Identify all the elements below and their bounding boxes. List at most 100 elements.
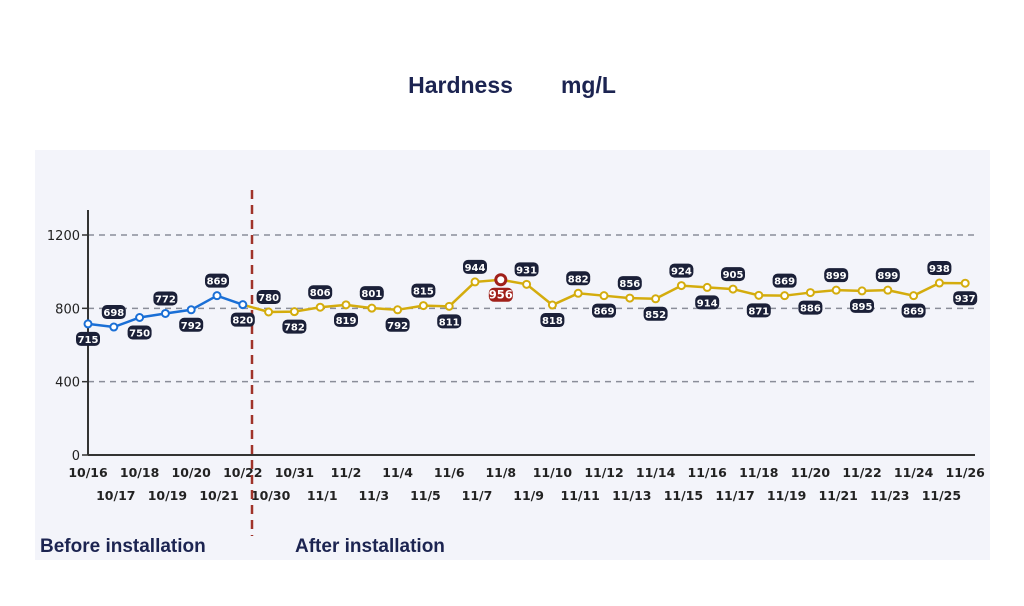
data-label: 869 [774, 277, 795, 288]
data-point [883, 285, 893, 295]
data-label: 905 [723, 270, 744, 281]
x-tick-label: 11/17 [715, 488, 754, 503]
data-point [857, 286, 867, 296]
before-installation-label: Before installation [40, 536, 206, 557]
data-label: 938 [929, 264, 950, 275]
data-label-bg [772, 273, 797, 288]
data-label-bg [592, 303, 616, 318]
data-point [934, 278, 944, 288]
data-label-bg [411, 283, 436, 298]
data-point [754, 290, 764, 300]
unit-text: mg/L [560, 72, 616, 98]
data-label: 871 [748, 306, 769, 317]
data-label-bg [850, 298, 874, 313]
chart-background [35, 150, 990, 560]
data-point [289, 307, 299, 317]
x-tick-label: 11/19 [767, 488, 806, 503]
data-label: 886 [800, 304, 821, 315]
data-label-bg [230, 312, 255, 327]
data-label-bg [205, 273, 229, 288]
data-label: 869 [903, 307, 924, 318]
data-label-bg [127, 325, 152, 340]
data-label: 815 [413, 287, 434, 298]
x-tick-label: 11/18 [739, 465, 778, 480]
data-label: 698 [103, 308, 124, 319]
data-label: 792 [387, 321, 408, 332]
data-label: 811 [439, 317, 460, 328]
x-tick-label: 11/8 [485, 465, 516, 480]
x-tick-label: 11/26 [946, 465, 986, 480]
data-label: 856 [619, 279, 640, 290]
data-label-bg [540, 313, 565, 328]
data-point [676, 281, 686, 291]
data-label: 819 [336, 316, 357, 327]
data-point [186, 305, 196, 315]
data-point [599, 291, 609, 301]
data-label: 820 [232, 316, 253, 327]
data-label-bg [282, 319, 307, 334]
data-label: 715 [78, 335, 99, 346]
data-label: 869 [594, 307, 615, 318]
data-point [160, 308, 170, 318]
data-point [573, 288, 583, 298]
data-label: 914 [697, 298, 718, 309]
x-tick-label: 10/16 [68, 465, 108, 480]
x-tick-label: 11/3 [358, 488, 389, 503]
data-point [135, 313, 145, 322]
data-label-bg [488, 287, 513, 302]
data-point [651, 294, 661, 304]
data-point [960, 278, 970, 288]
data-label-bg [669, 263, 694, 278]
data-label-bg [875, 268, 900, 283]
after-installation-label: After installation [295, 536, 445, 557]
data-label: 899 [826, 271, 847, 282]
data-point [702, 282, 712, 292]
chart-title: Hardness mg/L [0, 72, 1024, 99]
data-label: 818 [542, 316, 563, 327]
data-point [109, 322, 119, 332]
data-label-bg [927, 261, 952, 276]
x-tick-label: 11/21 [819, 488, 858, 503]
x-tick-label: 11/9 [513, 488, 544, 503]
x-tick-label: 10/21 [199, 488, 238, 503]
data-label: 852 [645, 310, 666, 321]
data-point [341, 300, 351, 310]
x-tick-label: 11/2 [331, 465, 362, 480]
x-tick-label: 11/4 [382, 465, 413, 480]
x-tick-label: 11/5 [410, 488, 441, 503]
data-label-bg [308, 285, 333, 300]
data-point [418, 301, 428, 311]
y-tick-label: 1200 [47, 229, 80, 244]
data-label-bg [617, 276, 642, 291]
data-label: 806 [310, 288, 331, 299]
data-point [831, 285, 841, 295]
data-point [470, 277, 480, 287]
data-label: 772 [155, 294, 176, 305]
data-label-bg [953, 291, 978, 306]
data-point [780, 291, 790, 301]
data-label: 931 [516, 265, 537, 276]
x-tick-label: 11/1 [307, 488, 338, 503]
data-label: 869 [207, 277, 228, 288]
x-tick-label: 11/6 [434, 465, 465, 480]
data-point [728, 284, 738, 294]
data-label: 882 [568, 274, 589, 285]
x-tick-label: 10/31 [275, 465, 314, 480]
data-point [212, 291, 222, 301]
data-label-bg [76, 331, 100, 346]
title-text: Hardness [408, 72, 513, 98]
data-label-bg [437, 314, 462, 329]
data-point [393, 305, 403, 315]
x-tick-label: 10/20 [172, 465, 212, 480]
data-label: 780 [258, 293, 279, 304]
data-point [83, 319, 93, 329]
data-label: 750 [129, 329, 150, 340]
data-label-bg [901, 303, 926, 318]
data-label: 792 [181, 321, 202, 332]
x-tick-label: 10/30 [251, 488, 291, 503]
data-point [367, 303, 377, 313]
data-label-bg [643, 306, 668, 321]
data-label-bg [695, 295, 720, 310]
data-label: 899 [877, 271, 898, 282]
